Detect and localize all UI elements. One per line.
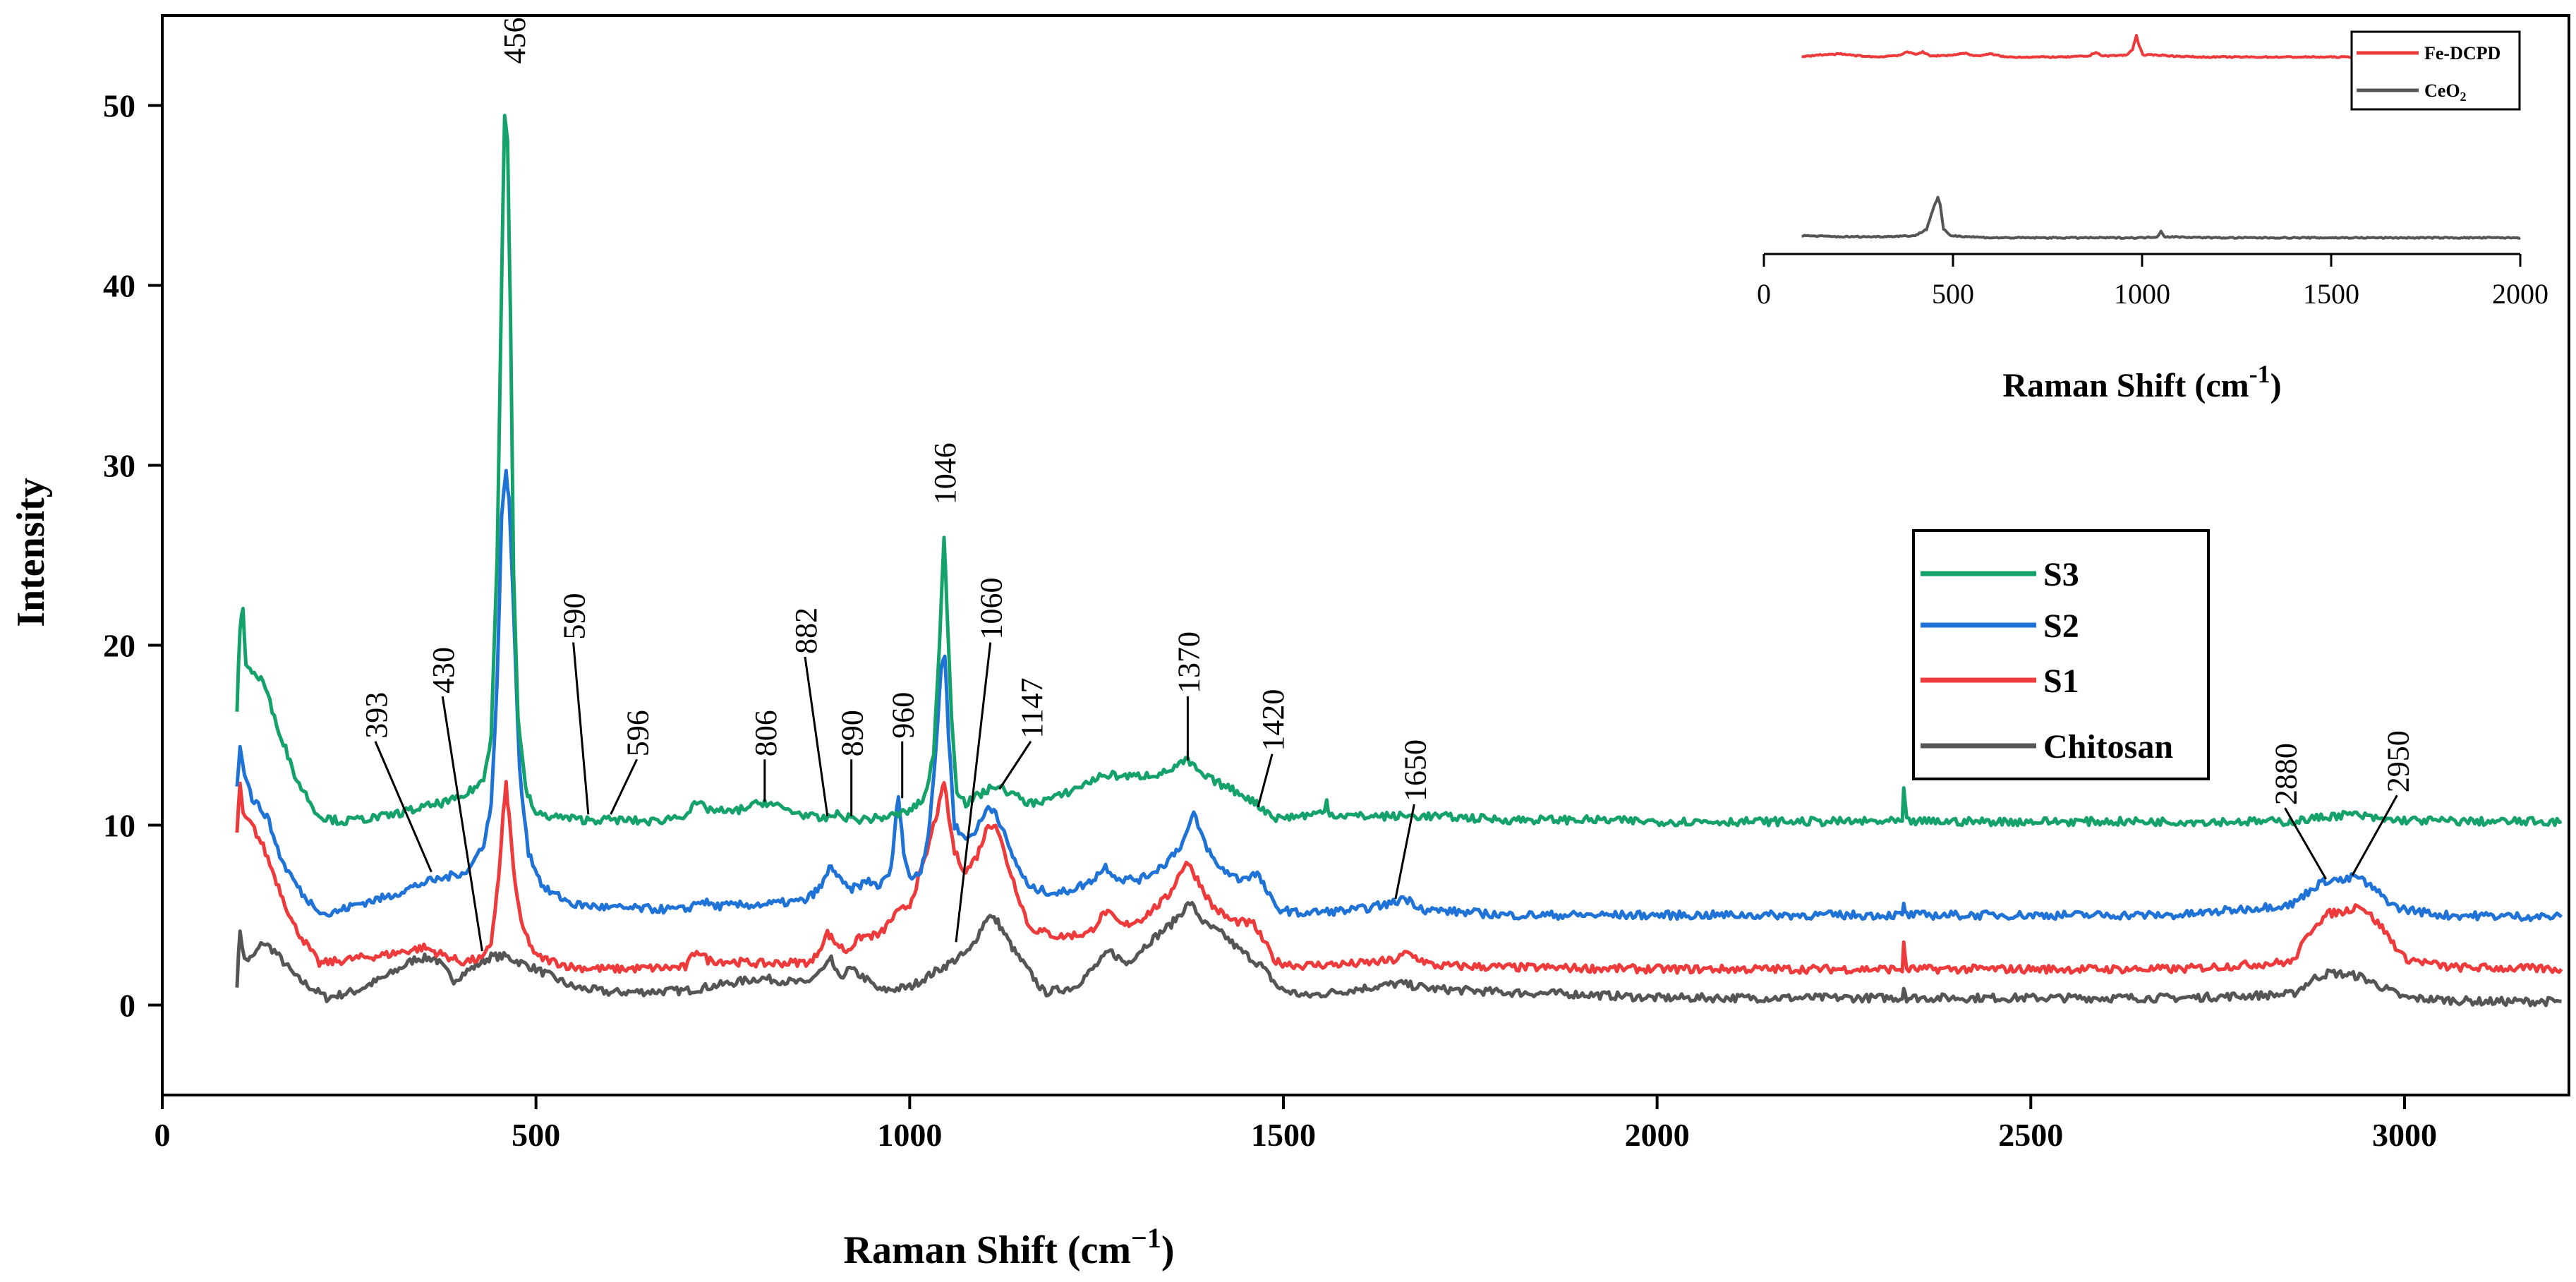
annotation-label: 1650 [1398, 739, 1432, 802]
inset-legend-label-ceo2: CeO2 [2424, 80, 2467, 104]
inset-legend-label-ceo2-sub: 2 [2460, 90, 2467, 104]
main-y-axis: 0 10 20 30 40 50 [103, 88, 162, 1024]
main-series-group [235, 114, 2563, 1008]
annotation-label: 590 [557, 593, 592, 640]
annotation-1147: 1147 [998, 677, 1049, 790]
y-tick-label: 10 [103, 808, 135, 844]
x-tick-label: 500 [512, 1117, 560, 1153]
inset-legend-box [2350, 30, 2521, 111]
inset-legend: Fe-DCPD CeO2 [2350, 30, 2521, 111]
annotation-label: 2950 [2381, 730, 2415, 792]
x-tick-label: 0 [155, 1117, 171, 1153]
annotation-leader [2284, 807, 2328, 880]
annotation-leader [610, 758, 639, 815]
inset-x-tick-label: 2000 [2492, 278, 2548, 310]
y-tick-label: 50 [103, 88, 135, 124]
inset-series-line-ceo [1801, 195, 2521, 240]
annotation-label: 2880 [2268, 743, 2303, 805]
annotation-806: 806 [749, 710, 783, 802]
annotation-label: 1420 [1256, 689, 1290, 751]
annotation-label: 596 [621, 710, 655, 756]
legend-label-s2: S2 [2043, 607, 2079, 645]
annotation-leader [441, 696, 483, 952]
series-line-chitosan [235, 900, 2562, 1008]
annotation-label: 890 [835, 710, 870, 756]
main-annotations-group: 456 393 430 590 596 806 882 890 960 1046 1060 1147 1… [359, 18, 2415, 952]
annotation-leader [998, 740, 1032, 790]
main-plot-frame [161, 14, 2570, 1096]
inset-x-axis: 0 500 1000 1500 2000 [1757, 254, 2548, 310]
annotation-label: 393 [359, 692, 394, 739]
annotation-leader [804, 656, 829, 816]
annotation-1370: 1370 [1171, 631, 1206, 761]
annotation-label: 1147 [1015, 677, 1049, 738]
annotation-label: 456 [497, 18, 532, 64]
legend-label-chitosan: Chitosan [2043, 728, 2173, 766]
annotation-1046: 1046 [928, 442, 962, 504]
annotation-456: 456 [497, 18, 532, 64]
annotation-leader [572, 642, 590, 815]
legend-label-s1: S1 [2043, 663, 2079, 700]
series-line-s2 [235, 468, 2563, 922]
x-axis-title-close: ) [1161, 1228, 1175, 1272]
annotation-1650: 1650 [1394, 739, 1432, 900]
annotation-596: 596 [610, 710, 655, 815]
annotation-2950: 2950 [2351, 730, 2415, 876]
x-tick-label: 3000 [2372, 1117, 2437, 1153]
inset-x-tick-label: 0 [1757, 278, 1771, 310]
annotation-590: 590 [557, 593, 592, 815]
legend: S3 S2 S1 Chitosan [1912, 529, 2210, 780]
annotation-leader [1257, 754, 1274, 808]
inset-x-axis-title: Raman Shift (cm-1) [2002, 360, 2281, 404]
x-axis-title: Raman Shift (cm−1) [844, 1222, 1175, 1272]
inset-x-axis-title-sup: -1 [2249, 360, 2270, 388]
annotation-882: 882 [789, 607, 829, 816]
x-tick-label: 1000 [877, 1117, 942, 1153]
annotation-label: 960 [886, 692, 921, 739]
y-tick-label: 0 [119, 988, 135, 1024]
annotation-label: 882 [789, 607, 823, 654]
annotation-890: 890 [835, 710, 870, 816]
y-tick-label: 30 [103, 448, 135, 484]
annotation-393: 393 [359, 692, 433, 873]
main-x-axis: 0 500 1000 1500 2000 2500 3000 [155, 1095, 2437, 1153]
annotation-430: 430 [426, 647, 483, 952]
annotation-label: 1046 [928, 442, 962, 504]
annotation-2880: 2880 [2268, 743, 2328, 880]
y-axis-title: Intensity [9, 478, 53, 627]
annotation-leader [1394, 804, 1415, 900]
annotation-leader [374, 741, 433, 873]
annotation-label: 1370 [1171, 631, 1206, 694]
x-tick-label: 2000 [1625, 1117, 1690, 1153]
inset-chart: 0 500 1000 1500 2000 Raman Shift (cm-1) Fe-D… [1757, 30, 2548, 404]
legend-label-s3: S3 [2043, 556, 2079, 593]
annotation-1420: 1420 [1256, 689, 1290, 808]
annotation-leader [2351, 794, 2398, 876]
x-tick-label: 1500 [1251, 1117, 1316, 1153]
annotation-960: 960 [886, 692, 921, 799]
series-line-s3 [235, 114, 2563, 828]
annotation-label: 1060 [974, 578, 1009, 640]
x-axis-title-sup: −1 [1131, 1222, 1161, 1254]
inset-x-tick-label: 1000 [2114, 278, 2170, 310]
inset-x-axis-title-close: ) [2270, 367, 2282, 404]
annotation-label: 430 [426, 647, 461, 694]
annotation-label: 806 [749, 710, 783, 756]
inset-legend-label-fe-dcpd: Fe-DCPD [2424, 43, 2501, 64]
x-tick-label: 2500 [1998, 1117, 2063, 1153]
inset-x-tick-label: 1500 [2303, 278, 2359, 310]
annotation-1060: 1060 [955, 578, 1009, 943]
y-tick-label: 20 [103, 628, 135, 664]
y-tick-label: 40 [103, 268, 135, 304]
series-line-s1 [235, 780, 2563, 975]
inset-x-tick-label: 500 [1932, 278, 1974, 310]
annotation-leader [955, 642, 992, 943]
